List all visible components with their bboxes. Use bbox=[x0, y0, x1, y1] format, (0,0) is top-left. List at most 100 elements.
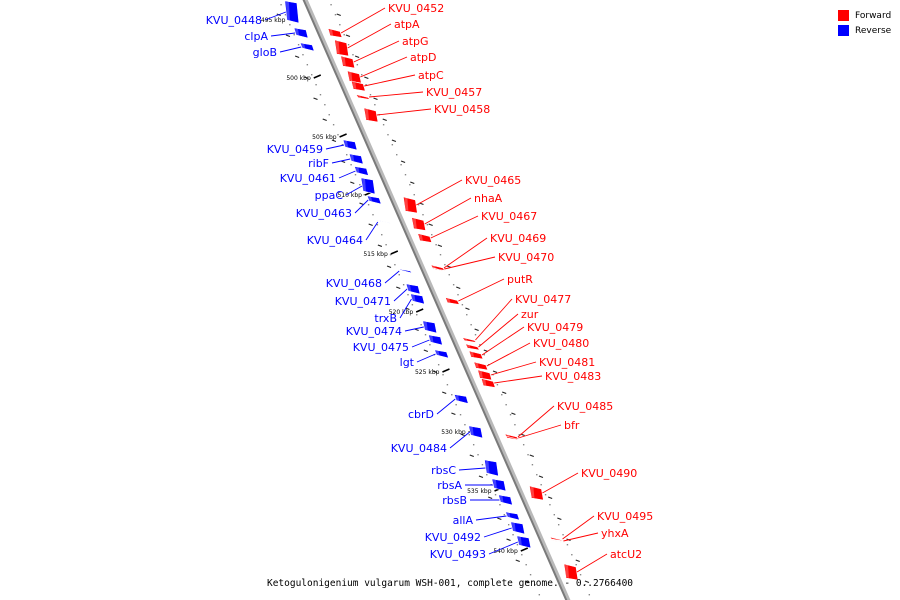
reverse-gene-feature[interactable] bbox=[434, 349, 450, 359]
forward-gene-feature[interactable] bbox=[477, 369, 493, 381]
guide-dot bbox=[452, 284, 455, 286]
forward-gene-label[interactable]: KVU_0477 bbox=[515, 293, 571, 306]
reverse-gene-label[interactable]: KVU_0484 bbox=[391, 442, 447, 455]
edge-dash bbox=[524, 580, 530, 584]
forward-gene-feature[interactable] bbox=[529, 485, 544, 501]
guide-dot bbox=[376, 224, 379, 226]
forward-gene-feature[interactable] bbox=[411, 217, 427, 231]
forward-gene-feature[interactable] bbox=[504, 435, 520, 441]
reverse-gene-feature[interactable] bbox=[491, 478, 507, 492]
reverse-gene-label[interactable]: lgt bbox=[400, 356, 415, 369]
reverse-gene-feature[interactable] bbox=[284, 0, 300, 24]
forward-gene-label[interactable]: KVU_0452 bbox=[388, 2, 444, 15]
reverse-gene-label[interactable]: clpA bbox=[244, 30, 268, 43]
forward-gene-feature[interactable] bbox=[550, 539, 565, 543]
reverse-gene-label[interactable]: KVU_0474 bbox=[346, 325, 402, 338]
reverse-gene-feature[interactable] bbox=[299, 42, 315, 52]
reverse-gene-label[interactable]: KVU_0459 bbox=[267, 143, 323, 156]
forward-gene-feature[interactable] bbox=[350, 80, 366, 92]
forward-gene-feature[interactable] bbox=[363, 107, 379, 123]
forward-gene-label[interactable]: KVU_0469 bbox=[490, 232, 546, 245]
reverse-gene-feature[interactable] bbox=[360, 177, 376, 195]
reverse-gene-feature[interactable] bbox=[510, 521, 526, 535]
forward-gene-leader bbox=[478, 313, 519, 348]
forward-gene-label[interactable]: KVU_0481 bbox=[539, 356, 595, 369]
forward-gene-feature[interactable] bbox=[473, 361, 489, 371]
reverse-gene-label[interactable]: KVU_0448 bbox=[206, 14, 262, 27]
reverse-gene-label[interactable]: KVU_0492 bbox=[425, 531, 481, 544]
reverse-gene-feature[interactable] bbox=[410, 293, 425, 305]
forward-gene-label[interactable]: zur bbox=[521, 308, 539, 321]
forward-gene-feature[interactable] bbox=[444, 297, 460, 305]
reverse-gene-label[interactable]: gloB bbox=[253, 46, 277, 59]
forward-gene-label[interactable]: yhxA bbox=[601, 527, 629, 540]
reverse-gene-label[interactable]: ppaC bbox=[315, 189, 344, 202]
reverse-gene-label[interactable]: KVU_0461 bbox=[280, 172, 336, 185]
reverse-gene-feature[interactable] bbox=[498, 494, 513, 506]
forward-gene-label[interactable]: atpA bbox=[394, 18, 420, 31]
forward-gene-feature[interactable] bbox=[464, 343, 481, 351]
reverse-gene-label[interactable]: rbsC bbox=[431, 464, 456, 477]
forward-gene-label[interactable]: KVU_0479 bbox=[527, 321, 583, 334]
reverse-gene-label[interactable]: KVU_0471 bbox=[335, 295, 391, 308]
forward-gene-feature[interactable] bbox=[563, 563, 579, 581]
forward-gene-label[interactable]: KVU_0490 bbox=[581, 467, 637, 480]
reverse-gene-label[interactable]: KVU_0493 bbox=[430, 548, 486, 561]
forward-gene-feature[interactable] bbox=[334, 39, 349, 57]
reverse-gene-feature[interactable] bbox=[428, 334, 443, 346]
forward-gene-label[interactable]: atpD bbox=[410, 51, 437, 64]
forward-gene-label[interactable]: atpG bbox=[402, 35, 429, 48]
reverse-gene-label[interactable]: trxB bbox=[374, 312, 397, 325]
reverse-gene-feature[interactable] bbox=[422, 320, 438, 334]
reverse-gene-label[interactable]: rbsB bbox=[442, 494, 467, 507]
reverse-gene-feature[interactable] bbox=[516, 535, 532, 549]
reverse-gene-label[interactable]: KVU_0463 bbox=[296, 207, 352, 220]
forward-gene-feature[interactable] bbox=[327, 28, 343, 38]
forward-gene-label[interactable]: atcU2 bbox=[610, 548, 642, 561]
reverse-gene-feature[interactable] bbox=[376, 220, 391, 224]
forward-gene-label[interactable]: nhaA bbox=[474, 192, 503, 205]
forward-gene-label[interactable]: KVU_0458 bbox=[434, 103, 490, 116]
reverse-gene-feature[interactable] bbox=[354, 166, 369, 176]
reverse-gene-feature[interactable] bbox=[366, 195, 382, 205]
forward-gene-label[interactable]: bfr bbox=[564, 419, 580, 432]
reverse-gene-feature[interactable] bbox=[405, 283, 421, 295]
forward-gene-label[interactable]: KVU_0457 bbox=[426, 86, 482, 99]
forward-gene-label[interactable]: atpC bbox=[418, 69, 444, 82]
forward-gene-feature[interactable] bbox=[480, 378, 496, 388]
forward-gene-feature[interactable] bbox=[355, 94, 371, 100]
reverse-gene-feature[interactable] bbox=[293, 27, 309, 39]
reverse-gene-feature[interactable] bbox=[398, 268, 414, 274]
reverse-gene-label[interactable]: KVU_0468 bbox=[326, 277, 382, 290]
reverse-gene-feature[interactable] bbox=[468, 425, 484, 439]
forward-gene-feature[interactable] bbox=[417, 233, 433, 243]
reverse-gene-label[interactable]: KVU_0475 bbox=[353, 341, 409, 354]
guide-dot bbox=[426, 224, 429, 226]
forward-gene-feature[interactable] bbox=[340, 55, 356, 69]
reverse-gene-label[interactable]: allA bbox=[453, 514, 474, 527]
forward-gene-feature[interactable] bbox=[431, 267, 446, 271]
forward-gene-label[interactable]: KVU_0483 bbox=[545, 370, 601, 383]
reverse-gene-label[interactable]: ribF bbox=[308, 157, 329, 170]
forward-gene-label[interactable]: KVU_0485 bbox=[557, 400, 613, 413]
forward-gene-feature[interactable] bbox=[402, 196, 418, 214]
forward-gene-label[interactable]: KVU_0480 bbox=[533, 337, 589, 350]
reverse-gene-label[interactable]: rbsA bbox=[437, 479, 462, 492]
forward-gene-label[interactable]: KVU_0465 bbox=[465, 174, 521, 187]
reverse-gene-feature[interactable] bbox=[484, 459, 499, 477]
forward-gene-feature[interactable] bbox=[461, 337, 478, 343]
reverse-gene-feature[interactable] bbox=[453, 394, 469, 404]
forward-gene-label[interactable]: putR bbox=[507, 273, 533, 286]
reverse-gene-feature[interactable] bbox=[505, 511, 520, 521]
guide-dot bbox=[347, 44, 350, 46]
reverse-gene-label[interactable]: KVU_0464 bbox=[307, 234, 363, 247]
forward-gene-label[interactable]: KVU_0470 bbox=[498, 251, 554, 264]
reverse-gene-feature[interactable] bbox=[342, 139, 358, 151]
forward-gene-label[interactable]: KVU_0495 bbox=[597, 510, 653, 523]
reverse-gene-label[interactable]: cbrD bbox=[408, 408, 434, 421]
forward-gene-label[interactable]: KVU_0467 bbox=[481, 210, 537, 223]
forward-gene-feature[interactable] bbox=[346, 70, 362, 84]
reverse-gene-feature[interactable] bbox=[348, 153, 364, 165]
forward-gene-feature[interactable] bbox=[468, 350, 484, 360]
forward-gene-leader bbox=[518, 424, 562, 439]
